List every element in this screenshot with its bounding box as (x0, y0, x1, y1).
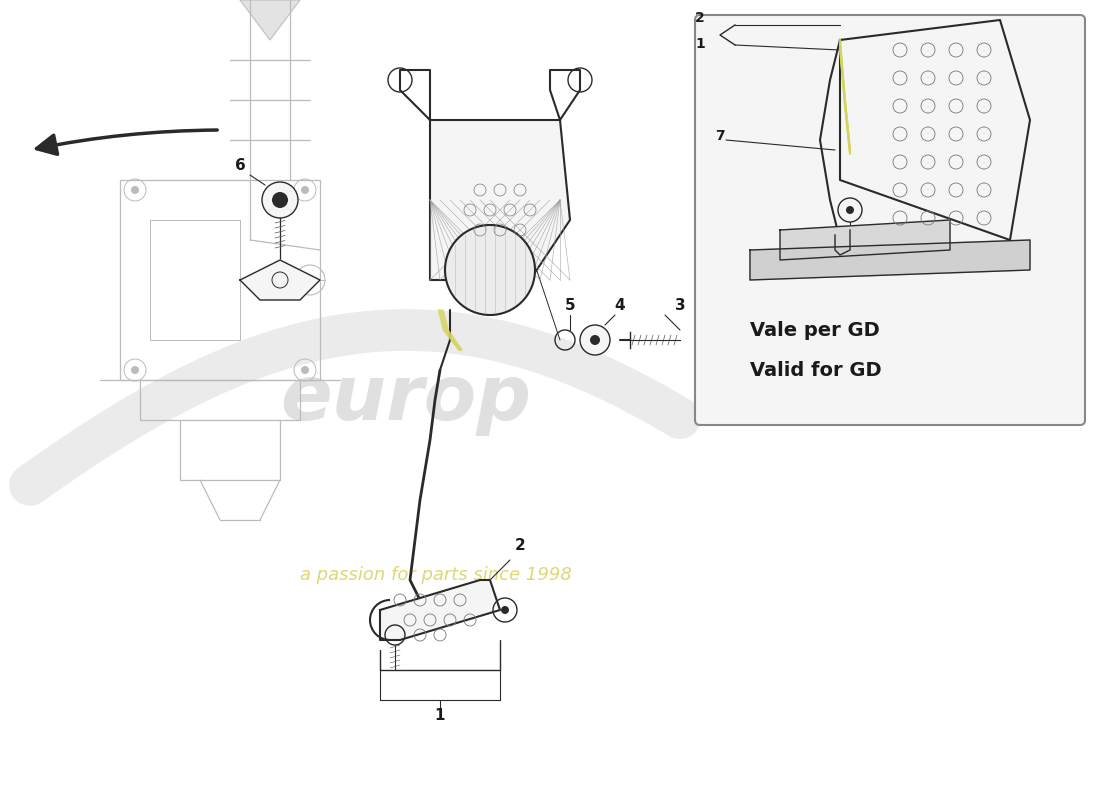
Bar (120, 180, 320, 380)
Bar (150, 220, 240, 340)
Text: Vale per GD: Vale per GD (750, 321, 880, 339)
Text: europ: europ (280, 362, 531, 436)
Polygon shape (780, 220, 950, 260)
Polygon shape (840, 20, 1030, 240)
Polygon shape (240, 260, 320, 300)
Circle shape (580, 325, 611, 355)
Circle shape (272, 192, 288, 208)
Circle shape (446, 225, 535, 315)
Text: Valid for GD: Valid for GD (750, 361, 881, 379)
Circle shape (846, 206, 854, 214)
Text: 4: 4 (615, 298, 625, 313)
Polygon shape (750, 240, 1030, 280)
Circle shape (500, 606, 509, 614)
Circle shape (262, 182, 298, 218)
Circle shape (590, 335, 600, 345)
Polygon shape (430, 120, 570, 280)
Text: 6: 6 (234, 158, 245, 173)
Text: 1: 1 (434, 708, 446, 723)
Circle shape (131, 186, 139, 194)
Text: a passion for parts since 1998: a passion for parts since 1998 (300, 566, 572, 584)
Polygon shape (379, 580, 500, 640)
Circle shape (301, 366, 309, 374)
Polygon shape (240, 0, 300, 40)
Text: 3: 3 (674, 298, 685, 313)
Circle shape (447, 227, 534, 313)
Text: 1: 1 (695, 37, 705, 51)
Text: 2: 2 (695, 11, 705, 25)
Circle shape (131, 366, 139, 374)
FancyBboxPatch shape (695, 15, 1085, 425)
Circle shape (838, 198, 862, 222)
Text: 5: 5 (564, 298, 575, 313)
Text: 2: 2 (515, 538, 526, 553)
Circle shape (301, 186, 309, 194)
Text: 7: 7 (715, 129, 725, 143)
